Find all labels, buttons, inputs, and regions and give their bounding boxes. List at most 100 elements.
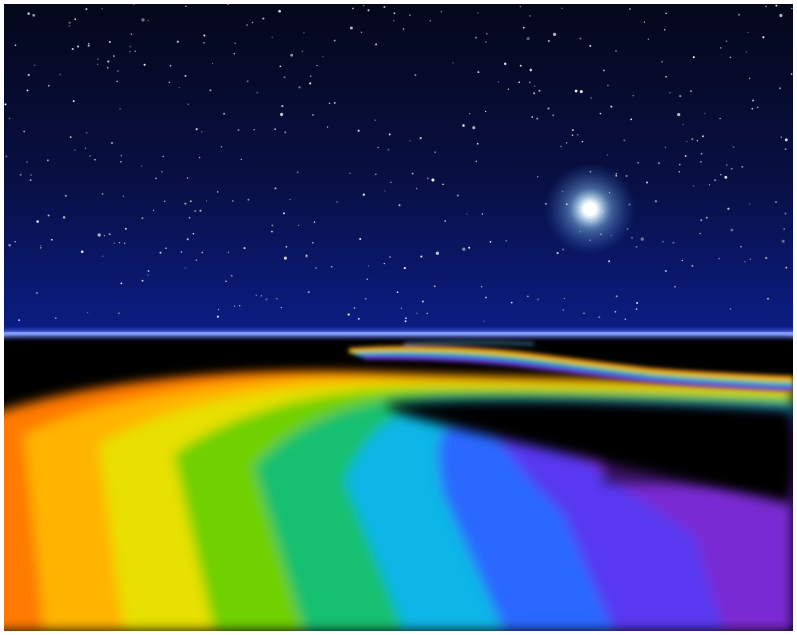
star xyxy=(684,155,687,157)
star xyxy=(283,76,286,79)
star xyxy=(705,216,708,219)
star xyxy=(693,185,695,187)
star xyxy=(615,50,617,52)
star xyxy=(485,41,487,43)
star xyxy=(720,173,722,176)
star xyxy=(85,132,88,134)
star xyxy=(579,37,582,40)
star xyxy=(469,113,471,115)
star xyxy=(669,92,671,94)
star xyxy=(349,26,353,30)
star xyxy=(276,298,278,300)
star xyxy=(296,171,299,174)
star xyxy=(426,312,428,315)
star xyxy=(678,171,680,173)
star xyxy=(536,117,539,120)
star xyxy=(96,63,99,66)
star xyxy=(663,29,666,31)
star xyxy=(316,64,318,67)
star xyxy=(672,241,675,244)
star xyxy=(120,282,123,285)
star xyxy=(71,47,74,51)
star xyxy=(147,274,149,276)
star xyxy=(533,92,536,95)
star xyxy=(251,21,254,24)
star xyxy=(664,146,667,149)
star xyxy=(481,213,484,215)
star xyxy=(747,31,749,34)
star xyxy=(103,235,106,237)
star xyxy=(227,251,230,254)
star xyxy=(161,171,163,173)
star xyxy=(116,80,118,83)
star xyxy=(527,295,529,298)
star xyxy=(50,238,53,241)
star xyxy=(195,128,198,131)
star xyxy=(790,73,793,75)
star xyxy=(718,257,720,260)
star xyxy=(117,70,119,72)
star xyxy=(147,270,150,272)
star xyxy=(534,85,536,87)
star xyxy=(32,13,36,17)
star xyxy=(529,15,531,17)
star xyxy=(186,238,189,241)
star xyxy=(396,291,399,294)
star xyxy=(347,313,350,316)
star xyxy=(791,7,793,10)
star xyxy=(59,73,62,76)
star xyxy=(387,148,390,151)
star xyxy=(367,9,370,12)
star xyxy=(664,269,667,273)
star xyxy=(129,50,131,53)
star xyxy=(34,64,36,66)
star xyxy=(119,107,121,110)
star xyxy=(176,40,179,43)
star xyxy=(657,162,661,165)
star xyxy=(223,112,226,115)
star xyxy=(606,154,609,156)
star xyxy=(231,200,234,202)
star xyxy=(187,103,189,105)
star xyxy=(216,191,219,193)
star xyxy=(216,315,219,318)
star xyxy=(404,320,407,323)
star xyxy=(662,240,664,243)
star xyxy=(84,147,87,149)
star xyxy=(255,294,258,296)
star xyxy=(290,53,294,57)
star xyxy=(180,251,183,253)
star xyxy=(198,156,201,159)
star xyxy=(243,247,246,250)
star xyxy=(69,136,72,138)
star xyxy=(357,317,360,320)
star xyxy=(433,285,436,288)
star xyxy=(205,200,208,202)
star xyxy=(574,89,578,93)
star xyxy=(283,256,287,260)
star xyxy=(108,233,111,236)
star xyxy=(310,75,312,77)
star xyxy=(505,239,508,242)
star xyxy=(278,9,281,13)
star xyxy=(702,135,704,138)
star xyxy=(86,312,89,314)
star xyxy=(194,210,197,213)
star xyxy=(313,221,316,223)
star xyxy=(129,45,132,48)
star xyxy=(186,177,189,179)
star xyxy=(536,176,539,178)
star xyxy=(767,297,769,300)
star xyxy=(519,64,522,67)
star xyxy=(779,13,783,18)
star xyxy=(466,213,468,215)
star xyxy=(661,60,664,63)
star xyxy=(700,161,702,163)
star xyxy=(729,56,732,59)
star xyxy=(155,177,158,180)
star xyxy=(624,318,627,321)
scene-artwork xyxy=(4,4,793,631)
star xyxy=(696,140,699,142)
star xyxy=(94,158,96,161)
star xyxy=(18,319,21,322)
